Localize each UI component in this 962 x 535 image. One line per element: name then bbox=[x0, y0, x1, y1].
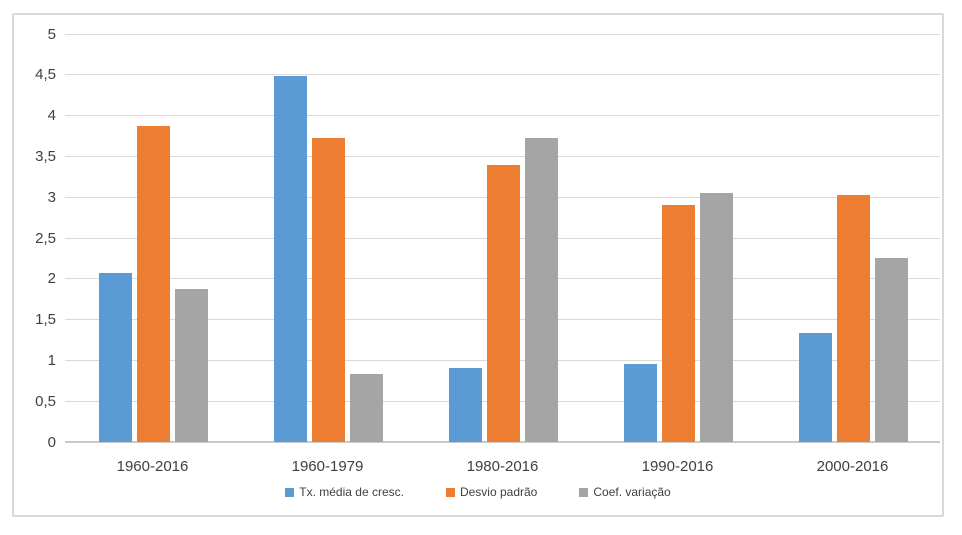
y-tick-label: 5 bbox=[47, 25, 56, 43]
legend-swatch-icon bbox=[285, 487, 295, 497]
bar-series2-2000-2016 bbox=[875, 258, 908, 442]
y-tick-label: 3 bbox=[47, 188, 56, 206]
y-tick-label: 2 bbox=[47, 270, 56, 288]
x-category-label: 2000-2016 bbox=[816, 458, 889, 475]
x-axis-line bbox=[65, 441, 940, 443]
legend-label: Tx. média de cresc. bbox=[299, 485, 404, 499]
legend-swatch-icon bbox=[579, 487, 589, 497]
x-category-label: 1990-2016 bbox=[641, 458, 714, 475]
bar-series2-1960-1979 bbox=[350, 374, 383, 442]
y-tick-label: 0 bbox=[47, 433, 56, 451]
x-category-label: 1960-2016 bbox=[116, 458, 189, 475]
bar-series2-1960-2016 bbox=[175, 289, 208, 442]
gridline bbox=[65, 155, 940, 157]
legend: Tx. média de cresc. Desvio padrão Coef. va… bbox=[14, 485, 942, 499]
y-tick-label: 4,5 bbox=[35, 66, 56, 84]
bar-series0-1980-2016 bbox=[449, 367, 482, 442]
y-tick-label: 1 bbox=[47, 351, 56, 369]
bar-series1-2000-2016 bbox=[837, 194, 870, 442]
legend-label: Coef. variação bbox=[593, 485, 671, 499]
gridline bbox=[65, 33, 940, 35]
bar-series2-1990-2016 bbox=[700, 193, 733, 442]
x-category-label: 1980-2016 bbox=[466, 458, 539, 475]
bar-series1-1990-2016 bbox=[662, 205, 695, 442]
bar-series1-1960-1979 bbox=[312, 137, 345, 442]
bar-series2-1980-2016 bbox=[525, 138, 558, 442]
legend-item-series0: Tx. média de cresc. bbox=[285, 485, 404, 499]
legend-label: Desvio padrão bbox=[459, 485, 538, 499]
x-category-label: 1960-1979 bbox=[291, 458, 364, 475]
y-tick-label: 3,5 bbox=[35, 147, 56, 165]
bar-series0-1990-2016 bbox=[624, 363, 657, 442]
legend-swatch-icon bbox=[445, 487, 455, 497]
chart-frame: 0 0,5 1 1,5 2 2,5 3 3,5 4 4,5 5 1960-2016 1960-1979… bbox=[12, 13, 944, 517]
x-axis: 1960-2016 1960-1979 1980-2016 1990-2016 2000… bbox=[65, 452, 940, 475]
bar-series1-1960-2016 bbox=[137, 126, 170, 442]
y-tick-label: 2,5 bbox=[35, 229, 56, 247]
bar-series0-1960-1979 bbox=[274, 76, 307, 442]
bar-series0-1960-2016 bbox=[99, 273, 132, 442]
gridline bbox=[65, 115, 940, 117]
legend-item-series2: Coef. variação bbox=[579, 485, 671, 499]
bar-series0-2000-2016 bbox=[799, 332, 832, 442]
y-axis: 0 0,5 1 1,5 2 2,5 3 3,5 4 4,5 5 bbox=[18, 27, 56, 450]
y-tick-label: 1,5 bbox=[35, 311, 56, 329]
y-tick-label: 4 bbox=[47, 107, 56, 125]
gridline bbox=[65, 74, 940, 76]
legend-item-series1: Desvio padrão bbox=[445, 485, 538, 499]
plot-area bbox=[65, 33, 940, 443]
bar-series1-1980-2016 bbox=[487, 165, 520, 442]
y-tick-label: 0,5 bbox=[35, 392, 56, 410]
